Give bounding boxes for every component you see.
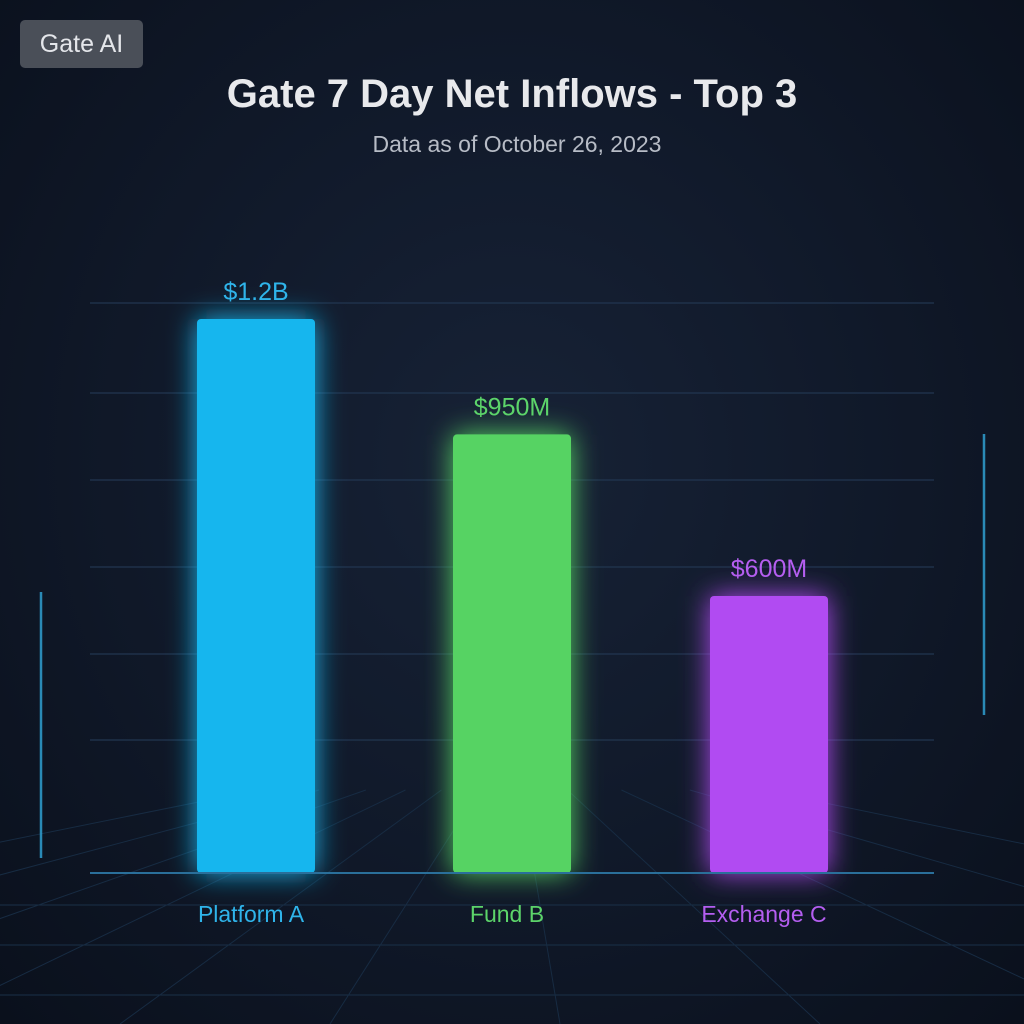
floor-ray <box>761 789 1024 845</box>
bars <box>90 319 934 874</box>
floor-ray <box>119 789 442 1024</box>
floor-ray <box>0 789 258 843</box>
bar-fund-b <box>453 434 571 873</box>
floor-ray <box>621 789 1024 980</box>
data-label: $1.2B <box>223 278 288 306</box>
data-label: $600M <box>731 555 807 583</box>
floor-ray <box>0 789 406 986</box>
labels: $1.2B Platform A $950M Fund B $600M Exchange … <box>198 278 827 927</box>
x-tick-label: Fund B <box>470 901 544 927</box>
x-tick-label: Platform A <box>198 901 305 927</box>
chart-subtitle: Data as of October 26, 2023 <box>372 131 662 157</box>
gate-ai-badge: Gate AI <box>20 20 143 68</box>
chart-title: Gate 7 Day Net Inflows - Top 3 <box>226 72 798 116</box>
floor-ray <box>567 789 821 1024</box>
x-tick-label: Exchange C <box>701 901 826 927</box>
bar-platform-a <box>197 319 315 873</box>
floor-ray <box>0 789 320 876</box>
data-label: $950M <box>474 393 550 421</box>
bar-exchange-c <box>710 596 828 873</box>
